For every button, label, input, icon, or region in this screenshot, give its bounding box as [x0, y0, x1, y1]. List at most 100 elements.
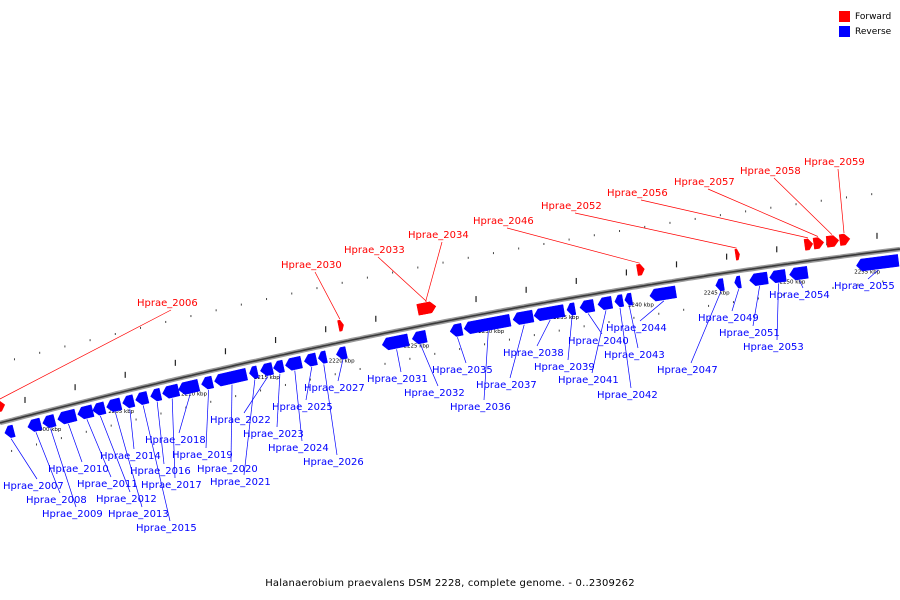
guide-dot: [384, 362, 386, 365]
guide-dot: [165, 320, 167, 323]
guide-dot: [36, 443, 38, 446]
gene-arrow: [449, 323, 464, 337]
gene-label: Hprae_2032: [404, 388, 465, 399]
legend-forward-label: Forward: [855, 11, 892, 22]
gene-arrow: [162, 383, 181, 399]
leader-line: [294, 370, 303, 442]
leader-line: [99, 415, 131, 493]
ruler-label: 2235 kbp: [553, 315, 579, 321]
gene-label: Hprae_2057: [674, 177, 735, 188]
gene-arrow: [624, 292, 634, 306]
leader-line: [171, 398, 176, 479]
leader-line: [707, 188, 819, 237]
reverse-gene: Hprae_2010: [48, 408, 109, 475]
leader-line: [156, 402, 165, 465]
major-tick: [776, 246, 778, 253]
guide-dot: [13, 358, 15, 361]
leader-line: [629, 306, 639, 349]
guide-dot: [518, 247, 520, 250]
guide-dot: [341, 281, 343, 284]
reverse-gene: Hprae_2040: [568, 299, 629, 347]
reverse-gene: Hprae_2038: [503, 304, 566, 359]
gene-label: Hprae_2026: [303, 457, 364, 468]
reverse-gene: Hprae_2015: [135, 391, 197, 534]
forward-gene: Hprae_2030: [281, 260, 344, 332]
reverse-swatch: [839, 26, 850, 37]
guide-dot: [608, 320, 610, 323]
reverse-gene: Hprae_2021: [210, 365, 271, 488]
gene-label: Hprae_2041: [558, 375, 619, 386]
gene-label: Hprae_2036: [450, 402, 511, 413]
gene-label: Hprae_2051: [719, 328, 780, 339]
reverse-gene: Hprae_2013: [106, 397, 169, 520]
guide-dot: [459, 348, 461, 351]
guide-dot: [882, 280, 884, 283]
leader-line: [690, 291, 722, 364]
leader-line: [509, 324, 525, 379]
gene-arrow: [463, 314, 512, 335]
reverse-gene: Hprae_2022: [210, 362, 274, 426]
gene-label: Hprae_2058: [740, 166, 801, 177]
gene-label: Hprae_2037: [476, 380, 537, 391]
reverse-gene: Hprae_2055: [834, 254, 900, 292]
reverse-gene: Hprae_2024: [268, 355, 329, 454]
gene-arrow: [769, 269, 787, 284]
gene-label: Hprae_2040: [568, 336, 629, 347]
guide-dot: [392, 271, 394, 274]
leader-line: [591, 310, 607, 374]
guide-dot: [795, 203, 797, 206]
guide-dot: [745, 210, 747, 213]
guide-dot: [160, 412, 162, 415]
gene-arrow: [178, 379, 201, 395]
gene-arrow: [303, 352, 318, 367]
gene-label: Hprae_2015: [136, 523, 197, 534]
gene-label: Hprae_2016: [130, 466, 191, 477]
leader-line: [377, 256, 427, 302]
gene-label: Hprae_2020: [197, 464, 258, 475]
gene-arrow: [214, 367, 248, 387]
ruler-label: 2240 kbp: [628, 303, 654, 309]
forward-gene: Hprae_2057: [674, 177, 825, 250]
gene-arrow: [856, 254, 900, 272]
gene-label: Hprae_2009: [42, 509, 103, 520]
gene-arrow: [636, 263, 645, 276]
gene-arrow: [734, 275, 742, 289]
ruler-label: 2210 kbp: [181, 391, 207, 397]
guide-dot: [857, 283, 859, 286]
gene-arrow: [649, 285, 677, 302]
gene-arrow: [4, 424, 16, 438]
reverse-gene: Hprae_2041: [558, 296, 619, 386]
major-tick: [625, 269, 627, 276]
gene-arrow: [106, 397, 123, 413]
major-tick: [726, 253, 728, 260]
leader-line: [483, 331, 489, 401]
guide-dot: [583, 325, 585, 328]
reverse-gene: Hprae_2051: [719, 271, 780, 339]
guide-dot: [820, 199, 822, 202]
legend-reverse: Reverse: [839, 24, 891, 39]
reverse-gene: Hprae_2035: [432, 323, 493, 376]
reverse-gene: Hprae_2054: [769, 266, 830, 301]
reverse-gene: Hprae_2044: [606, 285, 677, 334]
gene-label: Hprae_2012: [96, 494, 157, 505]
leader-line: [50, 428, 77, 508]
guide-dot: [89, 339, 91, 342]
guide-dot: [442, 261, 444, 264]
gene-arrow: [150, 387, 163, 402]
gene-label: Hprae_2033: [344, 245, 405, 256]
guide-dot: [533, 334, 535, 337]
reverse-gene: Hprae_2016: [130, 387, 191, 477]
leader-line: [619, 307, 632, 389]
gene-arrow: [566, 302, 577, 316]
reverse-gene: Hprae_2014: [100, 394, 161, 462]
reverse-gene: Hprae_2020: [197, 367, 258, 475]
reverse-gene: Hprae_2047: [657, 278, 725, 376]
forward-gene: Hprae_2052: [541, 201, 740, 261]
leader-line: [396, 349, 402, 373]
gene-arrow: [614, 294, 625, 308]
major-tick: [525, 286, 527, 293]
gene-label: Hprae_2011: [77, 479, 138, 490]
reverse-gene: Hprae_2042: [597, 294, 658, 401]
leader-line: [205, 389, 209, 449]
gene-arrow: [285, 355, 303, 371]
